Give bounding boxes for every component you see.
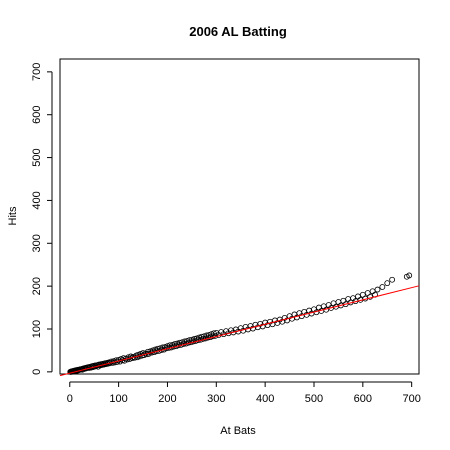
data-point xyxy=(342,301,349,308)
data-point xyxy=(135,351,142,358)
x-tick-label: 100 xyxy=(109,393,127,405)
y-tick-label: 400 xyxy=(31,191,43,209)
y-tick-label: 500 xyxy=(31,148,43,166)
x-tick-label: 600 xyxy=(354,393,372,405)
y-tick-label: 0 xyxy=(31,369,43,375)
data-point xyxy=(340,297,347,304)
x-axis-label: At Bats xyxy=(220,425,256,437)
y-tick-label: 300 xyxy=(31,234,43,252)
x-tick-label: 500 xyxy=(305,393,323,405)
data-point xyxy=(374,286,381,293)
y-tick-label: 700 xyxy=(31,63,43,81)
data-point xyxy=(379,284,386,290)
x-tick-label: 200 xyxy=(158,393,176,405)
data-point xyxy=(389,276,396,283)
data-point xyxy=(335,299,342,305)
y-axis-label: Hits xyxy=(7,206,19,225)
data-point xyxy=(406,272,413,279)
data-point xyxy=(384,280,391,287)
x-axis: 0 100 200 300 400 500 600 700 xyxy=(67,381,421,405)
regression-line xyxy=(59,285,420,377)
data-point xyxy=(284,317,291,324)
data-point xyxy=(320,303,327,310)
data-point xyxy=(369,288,376,295)
y-tick-label: 200 xyxy=(31,277,43,295)
data-point xyxy=(147,348,154,355)
data-point xyxy=(127,353,134,360)
x-tick-label: 300 xyxy=(207,393,225,405)
y-tick-label: 600 xyxy=(31,106,43,124)
plot-frame xyxy=(59,58,420,375)
y-axis: 0 100 200 300 400 500 600 700 xyxy=(31,63,53,375)
data-point xyxy=(149,347,156,354)
data-point xyxy=(315,304,322,311)
x-tick-label: 700 xyxy=(402,393,420,405)
data-point xyxy=(367,293,374,300)
data-points xyxy=(67,272,413,375)
chart-title: 2006 AL Batting xyxy=(189,24,287,39)
x-tick-label: 0 xyxy=(67,393,73,405)
data-point xyxy=(355,293,361,300)
data-point xyxy=(330,300,337,307)
x-tick-label: 400 xyxy=(256,393,274,405)
data-point xyxy=(345,296,352,302)
y-tick-label: 100 xyxy=(31,320,43,338)
